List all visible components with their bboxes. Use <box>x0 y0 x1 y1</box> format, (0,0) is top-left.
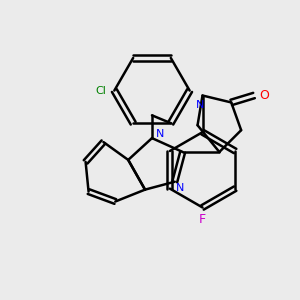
Text: N: N <box>156 129 164 139</box>
Text: N: N <box>196 100 205 110</box>
Text: F: F <box>199 213 206 226</box>
Text: Cl: Cl <box>95 85 106 96</box>
Text: O: O <box>259 89 269 102</box>
Text: N: N <box>176 183 184 193</box>
